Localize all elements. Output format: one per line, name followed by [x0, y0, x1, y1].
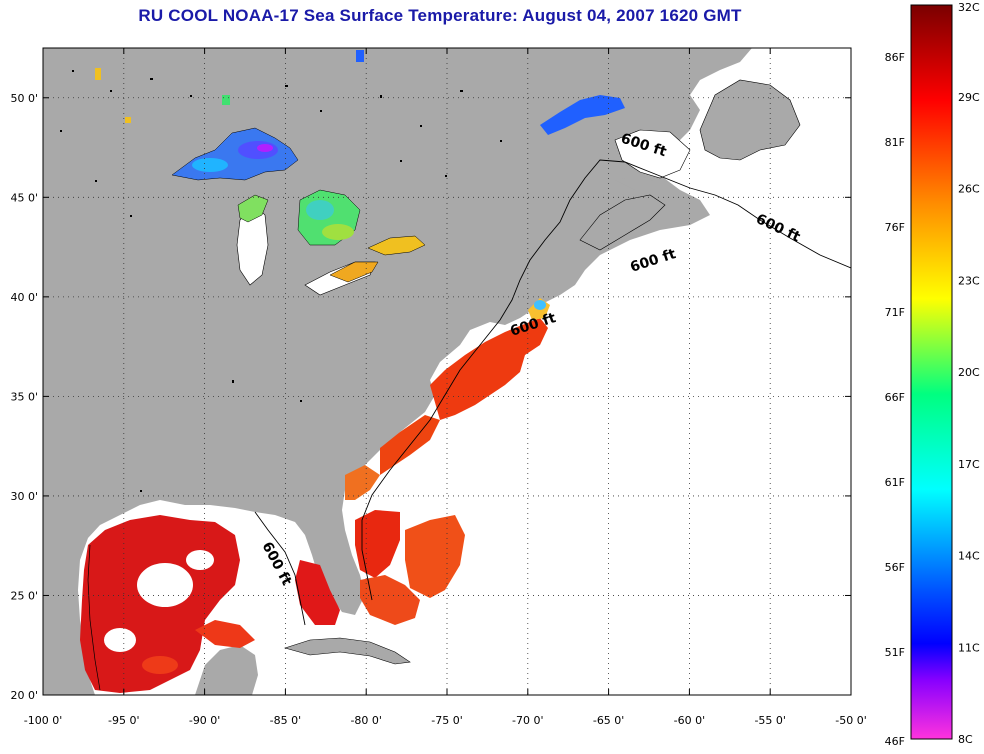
- colorbar-celsius-label: 26C: [958, 183, 980, 196]
- lon-tick-label: -70 0': [512, 714, 544, 727]
- colorbar-labels: 32C 29C 26C 23C 20C 17C 14C 11C 8C 86F 81F 76F 71F 66…: [885, 1, 980, 748]
- lon-tick-label: -90 0': [189, 714, 221, 727]
- colorbar-celsius-label: 14C: [958, 550, 980, 563]
- sst-bahamas: [360, 575, 420, 625]
- lake-ontario-sst: [367, 235, 426, 256]
- lat-tick-label: 50 0': [10, 92, 38, 105]
- sst-lake-north-2: [222, 95, 230, 105]
- axis-ticks: -100 0' -95 0' -90 0' -85 0' -80 0' -75 0' -70…: [10, 48, 867, 727]
- lon-tick-label: -80 0': [350, 714, 382, 727]
- lon-tick-label: -95 0': [108, 714, 140, 727]
- colorbar-celsius-label: 11C: [958, 641, 980, 654]
- lat-tick-label: 30 0': [10, 490, 38, 503]
- colorbar-fahrenheit-label: 66F: [885, 391, 905, 404]
- colorbar-fahrenheit-label: 76F: [885, 221, 905, 234]
- lat-tick-label: 40 0': [10, 291, 38, 304]
- land-yucatan: [195, 645, 258, 695]
- land-nova-scotia: [579, 194, 666, 251]
- sst-lake-north-4: [125, 117, 131, 123]
- lon-tick-label: -85 0': [270, 714, 302, 727]
- colorbar-fahrenheit-label: 51F: [885, 646, 905, 659]
- lat-tick-label: 45 0': [10, 191, 38, 204]
- sst-lake-north-3: [356, 50, 364, 62]
- sst-florida-west: [295, 560, 340, 625]
- colorbar-celsius-label: 23C: [958, 274, 980, 287]
- colorbar: [910, 4, 953, 740]
- contour-600ft-gulf-west: [87, 544, 101, 691]
- land-cuba: [283, 637, 411, 665]
- land-pei: [615, 175, 655, 190]
- lon-tick-label: -65 0': [593, 714, 625, 727]
- colorbar-celsius-label: 8C: [958, 733, 973, 746]
- lat-tick-label: 35 0': [10, 390, 38, 403]
- sst-lake-north-1: [95, 68, 101, 80]
- colorbar-fahrenheit-label: 56F: [885, 561, 905, 574]
- map-title: RU COOL NOAA-17 Sea Surface Temperature:…: [138, 6, 742, 25]
- colorbar-fahrenheit-label: 61F: [885, 476, 905, 489]
- st-lawrence-sst: [540, 95, 625, 135]
- colorbar-fahrenheit-label: 81F: [885, 136, 905, 149]
- sst-gulf-south: [195, 620, 255, 648]
- colorbar-fahrenheit-label: 46F: [885, 735, 905, 748]
- land-north-america: [43, 48, 752, 695]
- lake-michigan-sst: [237, 194, 269, 223]
- lon-tick-label: -100 0': [24, 714, 62, 727]
- colorbar-celsius-label: 20C: [958, 366, 980, 379]
- lon-tick-label: -50 0': [835, 714, 867, 727]
- lat-tick-label: 25 0': [10, 589, 38, 602]
- lon-tick-label: -60 0': [674, 714, 706, 727]
- small-lakes: [60, 70, 502, 492]
- land-newfoundland: [699, 79, 801, 161]
- colorbar-celsius-label: 29C: [958, 91, 980, 104]
- lon-tick-label: -55 0': [754, 714, 786, 727]
- lat-tick-label: 20 0': [10, 689, 38, 702]
- colorbar-celsius-label: 32C: [958, 1, 980, 14]
- sst-gulf-stream-b: [405, 515, 465, 598]
- contour-600ft-shelf: [361, 159, 851, 601]
- sst-gulf-stream-a: [355, 510, 400, 578]
- colorbar-fahrenheit-label: 86F: [885, 51, 905, 64]
- sst-georgia-bight: [345, 465, 380, 500]
- lon-tick-label: -75 0': [431, 714, 463, 727]
- lake-erie-sst: [329, 261, 379, 283]
- colorbar-fahrenheit-label: 71F: [885, 306, 905, 319]
- contour-600ft-gulf: [254, 511, 306, 626]
- colorbar-celsius-label: 17C: [958, 458, 980, 471]
- gulf-st-lawrence-white: [614, 129, 691, 179]
- sst-mid-atlantic: [430, 318, 548, 420]
